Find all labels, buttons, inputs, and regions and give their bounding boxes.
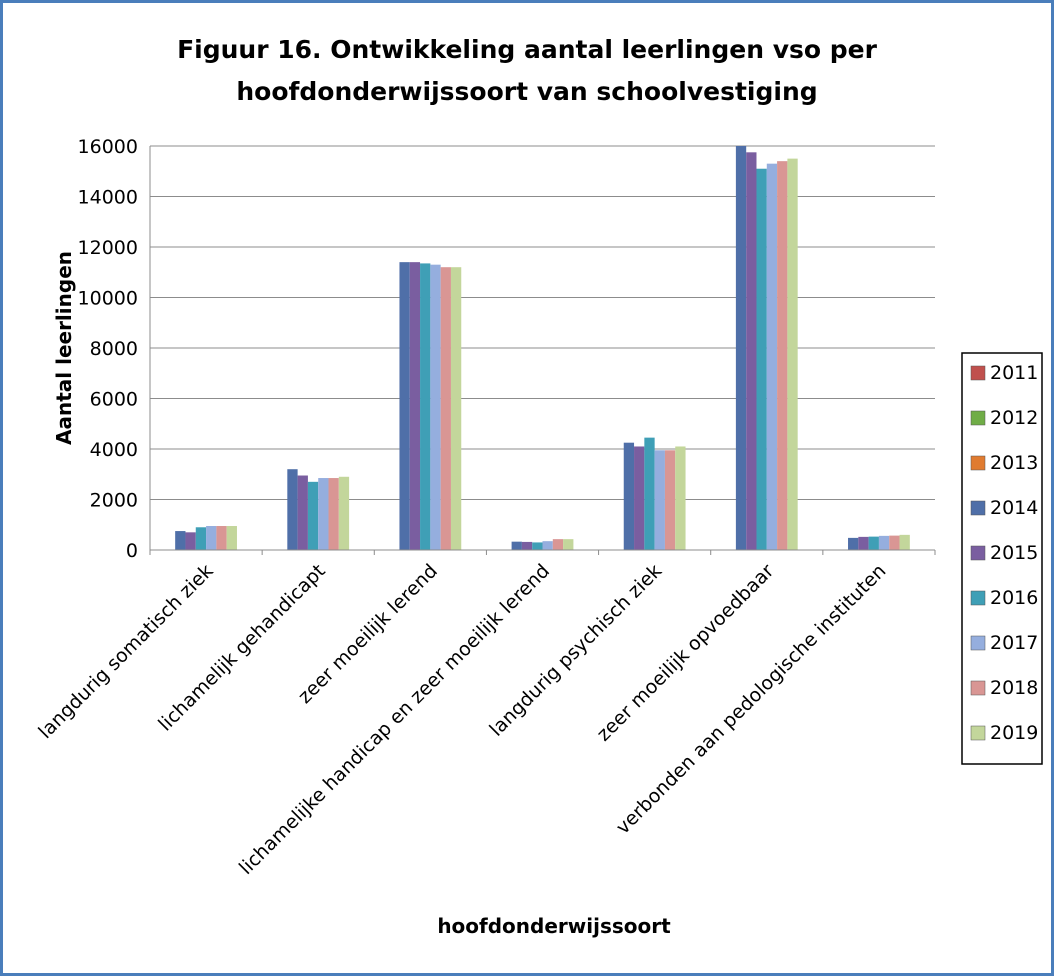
legend: 2011 2012 2013 2014 2015 2016 2017 2018 2019	[961, 352, 1043, 765]
bar-2019	[899, 534, 910, 550]
y-tick-label: 14000	[78, 187, 138, 209]
legend-label-2015: 2015	[990, 542, 1038, 564]
chart-title-line-2: hoofdonderwijssoort van schoolvestiging	[236, 77, 817, 106]
bar-2014	[623, 442, 635, 550]
bar-2014	[399, 262, 410, 550]
bar-2016	[756, 168, 767, 550]
bar-2015	[746, 152, 757, 550]
bar-2014	[287, 469, 298, 550]
bar-2019	[338, 476, 350, 550]
y-tick-label: 16000	[78, 136, 138, 158]
bar-2016	[868, 536, 879, 550]
bar-2015	[858, 536, 869, 550]
y-tick-label: 0	[126, 540, 138, 562]
legend-label-2017: 2017	[990, 632, 1038, 654]
bar-2018	[889, 535, 900, 550]
bar-2019	[226, 526, 237, 550]
bar-2017	[878, 535, 890, 550]
bar-2016	[644, 437, 655, 550]
bar-2017	[542, 541, 553, 550]
legend-swatch-2019	[970, 725, 986, 741]
bar-2018	[440, 267, 451, 550]
legend-label-2013: 2013	[990, 452, 1038, 474]
bar-2018	[552, 539, 564, 550]
y-tick-label: 12000	[78, 237, 138, 259]
y-tick-label: 10000	[78, 288, 138, 310]
legend-swatch-2015	[970, 545, 986, 561]
bar-2014	[511, 541, 522, 550]
bar-2014	[848, 537, 859, 550]
bar-2017	[318, 478, 329, 550]
y-tick-label: 2000	[90, 490, 138, 512]
legend-label-2018: 2018	[990, 677, 1038, 699]
bar-2016	[195, 527, 207, 550]
axes	[149, 146, 936, 555]
bar-2017	[766, 163, 778, 551]
bar-2015	[521, 541, 533, 550]
bar-2015	[409, 262, 421, 550]
bar-2016	[420, 263, 431, 550]
bar-2017	[206, 526, 217, 550]
chart-title-line-1: Figuur 16. Ontwikkeling aantal leerlinge…	[177, 35, 878, 64]
bar-2017	[654, 450, 665, 550]
legend-swatch-2018	[970, 680, 986, 696]
legend-swatch-2017	[970, 635, 986, 651]
legend-label-2019: 2019	[990, 722, 1038, 744]
bar-2019	[450, 267, 462, 550]
bar-2014	[735, 146, 747, 550]
bar-2016	[307, 481, 319, 550]
legend-swatch-2012	[970, 410, 986, 426]
x-axis-label: hoofdonderwijssoort	[437, 914, 671, 938]
bar-2015	[185, 532, 196, 550]
bar-2019	[787, 158, 798, 550]
y-tick-label: 8000	[90, 338, 138, 360]
legend-label-2016: 2016	[990, 587, 1038, 609]
bars	[175, 146, 910, 551]
bar-2018	[328, 478, 339, 550]
y-axis-label: Aantal leerlingen	[52, 251, 76, 445]
legend-swatch-2013	[970, 455, 986, 471]
legend-swatch-2011	[970, 365, 986, 381]
legend-label-2011: 2011	[990, 362, 1038, 384]
x-tick-label: langdurig somatisch ziek	[34, 560, 217, 743]
bar-2019	[675, 446, 686, 550]
bar-2018	[664, 450, 676, 550]
bar-chart: Figuur 16. Ontwikkeling aantal leerlinge…	[34, 35, 1043, 938]
bar-2014	[175, 531, 186, 550]
legend-swatch-2014	[970, 500, 986, 516]
bar-2018	[777, 161, 788, 550]
bar-2015	[297, 475, 308, 550]
legend-swatch-2016	[970, 590, 986, 606]
y-tick-labels: 0 2000 4000 6000 8000 10000 12000 14000 16000	[78, 136, 138, 562]
bar-2015	[634, 446, 645, 550]
x-tick-label: zeer moeilijk opvoedbaar	[593, 560, 779, 746]
legend-label-2012: 2012	[990, 407, 1038, 429]
bar-2018	[216, 526, 227, 550]
legend-label-2014: 2014	[990, 497, 1038, 519]
bar-2019	[563, 539, 574, 550]
bar-2017	[430, 264, 441, 550]
bar-2016	[532, 542, 543, 550]
y-tick-label: 4000	[90, 439, 138, 461]
y-tick-label: 6000	[90, 389, 138, 411]
gridlines	[150, 145, 935, 500]
